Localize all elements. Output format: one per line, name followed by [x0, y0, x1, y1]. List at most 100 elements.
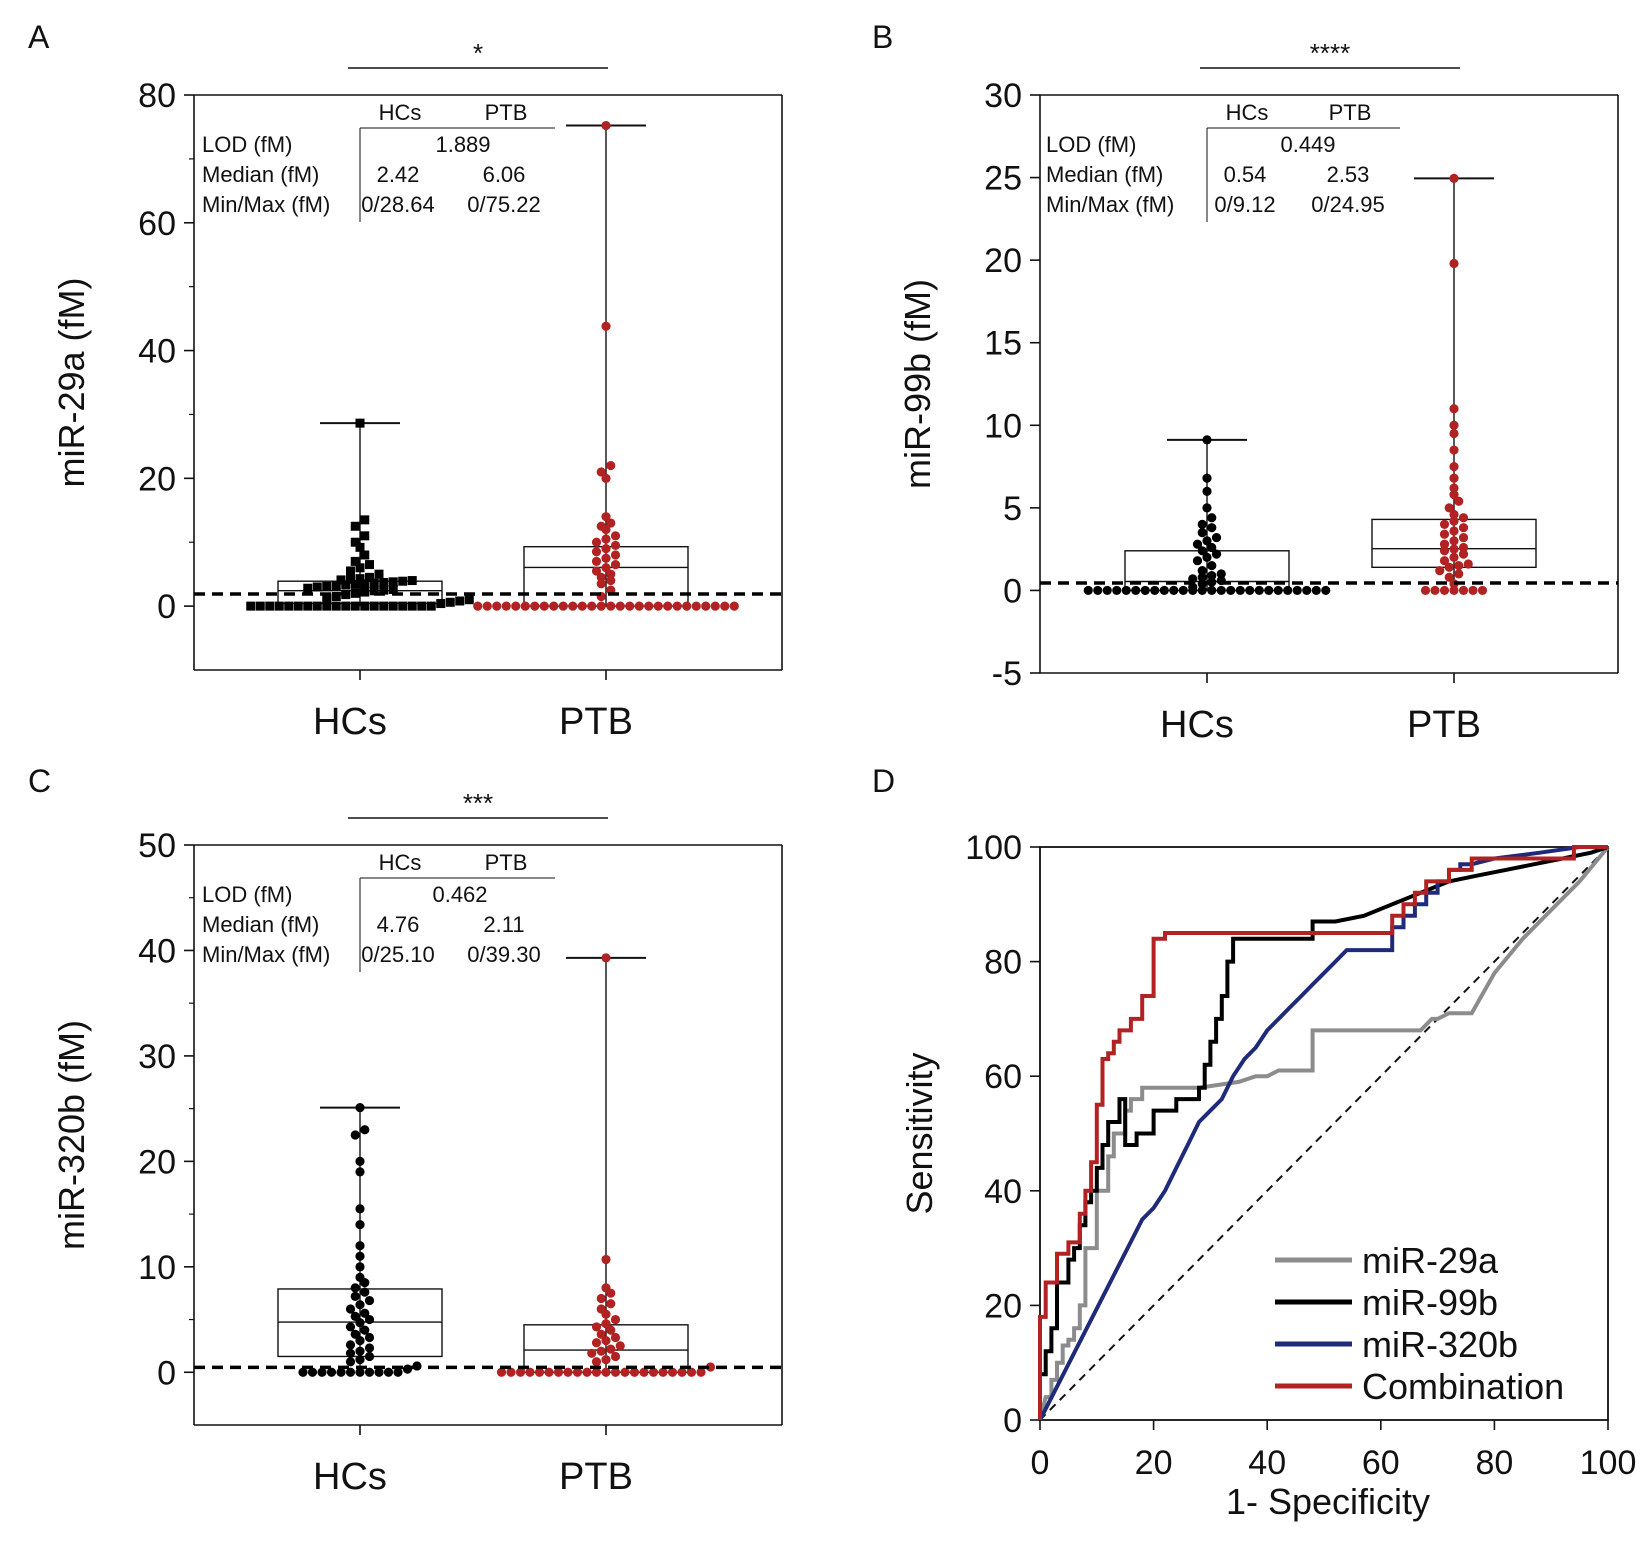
data-point: [345, 1357, 356, 1367]
data-point: [596, 467, 606, 477]
data-point: [1207, 585, 1217, 596]
data-point: [667, 1367, 678, 1377]
table-row-label: Median (fM): [202, 162, 319, 187]
data-point: [1178, 585, 1188, 596]
panel-d-letter: D: [872, 763, 895, 799]
data-point: [729, 601, 739, 611]
data-point: [331, 581, 341, 591]
data-point: [610, 559, 621, 570]
data-point: [379, 601, 389, 611]
data-point: [398, 601, 408, 611]
y-tick-label: 25: [984, 160, 1022, 198]
data-point: [1192, 556, 1203, 566]
y-tick-label: 0: [1003, 1402, 1022, 1440]
data-point: [1197, 519, 1207, 529]
data-point: [686, 1367, 697, 1377]
data-point: [1458, 549, 1469, 559]
data-point: [284, 601, 294, 611]
data-point: [1444, 572, 1454, 582]
data-point: [492, 601, 502, 611]
data-point: [1449, 490, 1459, 500]
data-point: [530, 601, 540, 611]
data-point: [1449, 483, 1459, 493]
y-tick-label: 30: [984, 77, 1022, 115]
data-point: [544, 1367, 554, 1377]
category-label: HCs: [313, 701, 387, 743]
data-point: [1093, 585, 1103, 596]
table-cell-shared: 0.462: [432, 882, 487, 907]
category-label: PTB: [559, 701, 633, 743]
data-point: [606, 460, 616, 471]
data-point: [591, 1322, 602, 1332]
table-header-hcs: HCs: [379, 100, 422, 125]
data-point: [355, 574, 365, 584]
data-point: [606, 1299, 616, 1309]
data-point: [355, 1262, 365, 1272]
table-row-label: Min/Max (fM): [202, 192, 330, 217]
data-point: [525, 1367, 535, 1377]
data-point: [355, 1300, 365, 1310]
data-point: [274, 601, 284, 611]
data-point: [1121, 585, 1131, 596]
data-point: [610, 1314, 621, 1325]
data-point: [572, 1367, 583, 1377]
data-point: [1444, 562, 1454, 572]
data-point: [672, 601, 682, 611]
data-point: [601, 1254, 611, 1265]
data-point: [577, 601, 587, 611]
data-point: [1202, 473, 1212, 483]
data-point: [606, 518, 616, 528]
data-point: [350, 537, 360, 547]
plot-frame: [1039, 846, 1609, 1421]
data-point: [648, 1367, 659, 1377]
data-point: [606, 1344, 616, 1354]
data-point: [393, 1367, 403, 1377]
data-point: [591, 537, 602, 547]
x-tick-label: 60: [1362, 1444, 1400, 1482]
data-point: [1197, 546, 1207, 556]
data-point: [587, 1348, 597, 1358]
data-point: [1430, 585, 1440, 596]
data-point: [473, 601, 483, 611]
data-point: [336, 1367, 346, 1377]
significance-stars: ****: [1310, 38, 1350, 68]
data-point: [520, 601, 530, 611]
data-point: [1207, 523, 1217, 533]
data-point: [1449, 544, 1459, 554]
table-row-label: Median (fM): [202, 912, 319, 937]
roc-line-mir-29a: [1038, 845, 1610, 1421]
data-point: [1311, 585, 1321, 596]
table-cell-hcs: 4.76: [377, 912, 420, 937]
data-point: [355, 1102, 365, 1113]
data-point: [1449, 536, 1459, 546]
y-tick-label: 30: [138, 1038, 176, 1076]
table-row-label: LOD (fM): [202, 132, 292, 157]
table-cell-ptb: 0/75.22: [467, 192, 540, 217]
data-point: [1211, 532, 1222, 543]
data-point: [606, 1325, 616, 1335]
data-point: [615, 1341, 625, 1351]
data-point: [1131, 585, 1141, 596]
data-point: [464, 595, 474, 605]
data-point: [365, 572, 374, 582]
data-point: [1150, 585, 1160, 596]
data-point: [1226, 585, 1236, 596]
data-point: [369, 586, 379, 596]
data-point: [1454, 569, 1464, 579]
category-label: HCs: [1160, 704, 1234, 746]
data-point: [582, 1367, 592, 1377]
data-point: [355, 1367, 365, 1377]
data-point: [1458, 532, 1469, 543]
data-point: [710, 601, 720, 611]
data-point: [1197, 572, 1207, 582]
data-point: [298, 1367, 308, 1377]
data-point: [629, 1367, 640, 1377]
panel-c: C 50 40 30 20 10 0 miR-320b (fM) HCs PTB *** HCs PT…: [28, 763, 783, 1498]
table-cell-shared: 1.889: [435, 132, 490, 157]
data-point: [596, 601, 606, 611]
data-point: [1273, 585, 1283, 596]
data-point: [596, 521, 606, 531]
data-point: [355, 418, 365, 428]
data-point: [1197, 528, 1207, 538]
data-point: [601, 512, 611, 522]
